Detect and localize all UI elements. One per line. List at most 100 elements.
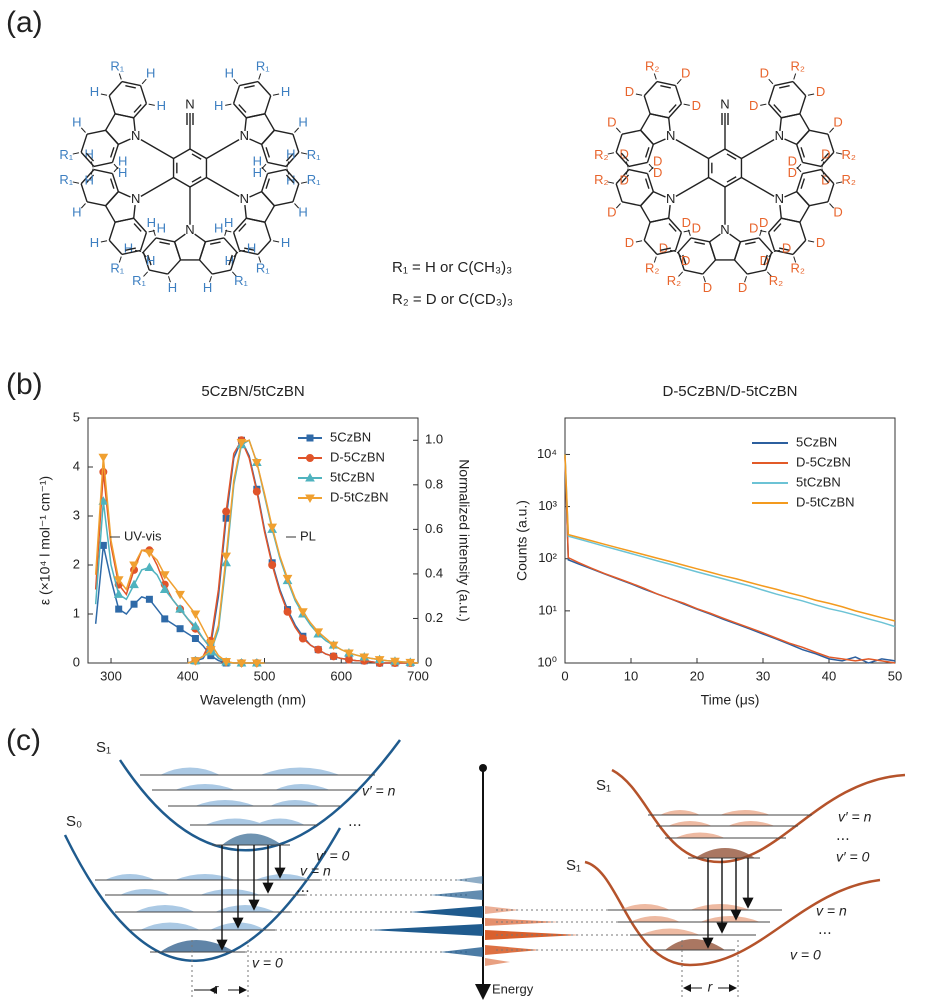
s1-well bbox=[118, 739, 402, 852]
legend-label: D-5tCzBN bbox=[330, 489, 389, 504]
bond bbox=[779, 85, 790, 89]
bond bbox=[653, 256, 657, 263]
bond bbox=[148, 230, 155, 233]
legend-label: 5tCzBN bbox=[796, 474, 841, 489]
atom-label: R₁ bbox=[307, 147, 321, 162]
bond bbox=[90, 168, 94, 175]
bond bbox=[799, 113, 810, 131]
bond bbox=[111, 144, 120, 163]
atom-label: R₁ bbox=[110, 260, 124, 275]
marker bbox=[190, 657, 201, 666]
atom-label: D bbox=[788, 165, 797, 180]
s0-well bbox=[584, 860, 881, 967]
bond bbox=[80, 203, 86, 209]
atom-label: D bbox=[816, 235, 825, 250]
bond bbox=[111, 173, 120, 192]
ellipsis: ⋯ bbox=[348, 817, 362, 833]
bond bbox=[108, 221, 116, 241]
atom-label: H bbox=[225, 66, 234, 81]
bond bbox=[121, 80, 141, 87]
level-label: v = 0 bbox=[252, 955, 283, 971]
level-label: v′ = n bbox=[362, 783, 396, 799]
marker bbox=[175, 604, 185, 613]
bond bbox=[108, 239, 123, 255]
bond bbox=[80, 127, 86, 133]
x-tick-label: 20 bbox=[690, 668, 704, 683]
bond bbox=[264, 95, 272, 115]
bond bbox=[206, 176, 240, 197]
bond bbox=[620, 152, 630, 162]
atom-label: H bbox=[247, 240, 256, 255]
level-label: v = n bbox=[300, 863, 331, 879]
definition: R₁ = H or C(CH₃)₃ bbox=[392, 259, 512, 276]
series-line bbox=[564, 454, 896, 664]
bond bbox=[258, 73, 262, 80]
bond bbox=[141, 251, 147, 258]
bond bbox=[674, 85, 683, 104]
bond bbox=[793, 73, 797, 80]
legend-label: D-5CzBN bbox=[796, 454, 851, 469]
atom-label: D bbox=[682, 215, 691, 230]
bond bbox=[779, 117, 782, 132]
bond bbox=[238, 249, 246, 253]
atom-label: D bbox=[692, 98, 701, 113]
atom-label: N bbox=[666, 128, 675, 143]
bond bbox=[620, 174, 630, 184]
bond bbox=[708, 176, 726, 188]
bond bbox=[300, 152, 308, 155]
bond bbox=[108, 81, 123, 97]
bond bbox=[114, 217, 134, 223]
atom-label: N bbox=[666, 191, 675, 206]
atom-label: R₂ bbox=[841, 147, 855, 162]
x-tick-label: 30 bbox=[756, 668, 770, 683]
atom-label: H bbox=[224, 215, 233, 230]
bond bbox=[796, 129, 810, 145]
legend-marker bbox=[306, 454, 314, 462]
atom-label: D bbox=[625, 235, 634, 250]
marker bbox=[113, 589, 124, 598]
bond bbox=[140, 176, 174, 197]
bond bbox=[621, 201, 641, 207]
bond bbox=[233, 78, 239, 85]
atom-label: N bbox=[131, 128, 140, 143]
atom-label: N bbox=[240, 191, 249, 206]
bond bbox=[224, 229, 228, 236]
bond bbox=[155, 237, 175, 243]
legend-marker bbox=[306, 434, 314, 442]
bond bbox=[829, 127, 835, 133]
bond bbox=[85, 152, 95, 162]
atom-label: D bbox=[782, 240, 791, 255]
bond bbox=[678, 271, 684, 277]
atom-label: D bbox=[607, 114, 616, 129]
atom-label: D bbox=[759, 215, 768, 230]
atom-label: H bbox=[84, 172, 93, 187]
bond bbox=[121, 249, 141, 256]
bond bbox=[149, 269, 168, 275]
x-tick-label: 400 bbox=[177, 668, 199, 683]
bond bbox=[835, 181, 843, 184]
marker bbox=[251, 659, 262, 669]
bond bbox=[674, 232, 683, 251]
atom-label: H bbox=[253, 154, 262, 169]
atom-label: H bbox=[84, 147, 93, 162]
bond bbox=[230, 251, 238, 271]
displacement: r bbox=[708, 979, 714, 995]
bond bbox=[676, 251, 682, 258]
atom-label: D bbox=[619, 172, 628, 187]
bond bbox=[212, 269, 231, 275]
atom-label: H bbox=[298, 114, 307, 129]
marker bbox=[190, 610, 201, 620]
legend-marker bbox=[305, 472, 315, 482]
atom-label: H bbox=[72, 205, 81, 220]
marker bbox=[328, 641, 339, 651]
bond bbox=[133, 117, 136, 132]
bond bbox=[209, 276, 212, 283]
bond bbox=[244, 204, 247, 219]
bond bbox=[80, 183, 88, 203]
bond bbox=[796, 166, 802, 173]
bond bbox=[733, 241, 742, 261]
bond bbox=[829, 203, 835, 209]
marker bbox=[283, 607, 292, 616]
y2-tick-label: 1.0 bbox=[425, 432, 443, 447]
y-tick-label: 0 bbox=[73, 654, 80, 669]
